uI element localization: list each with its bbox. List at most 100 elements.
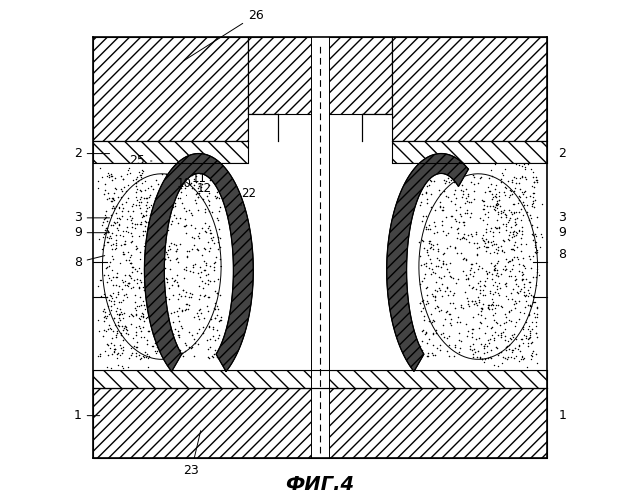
Point xyxy=(130,304,140,312)
Point xyxy=(415,299,425,307)
Point xyxy=(504,344,514,352)
Point xyxy=(442,265,452,273)
Point xyxy=(421,223,431,231)
Point xyxy=(516,285,527,293)
Point xyxy=(508,174,518,182)
Point xyxy=(501,222,511,230)
Point xyxy=(210,346,220,354)
Point xyxy=(109,300,120,308)
Point xyxy=(181,229,191,237)
Point xyxy=(93,282,103,290)
Point xyxy=(504,236,515,244)
Point xyxy=(506,306,516,314)
Point xyxy=(518,254,529,262)
Point xyxy=(452,249,462,257)
Point xyxy=(156,348,166,356)
Point xyxy=(156,329,166,337)
Point xyxy=(172,246,182,254)
Point xyxy=(520,303,531,311)
Point xyxy=(422,199,432,207)
Point xyxy=(158,208,168,216)
Point xyxy=(418,296,428,304)
Point xyxy=(114,311,124,319)
Point xyxy=(532,246,542,254)
Point xyxy=(480,210,490,218)
Point xyxy=(113,226,124,234)
Point xyxy=(421,330,431,338)
Point xyxy=(502,295,513,303)
Point xyxy=(414,238,424,246)
Point xyxy=(110,174,120,182)
Point xyxy=(99,305,109,313)
Point xyxy=(481,314,491,322)
Point xyxy=(167,274,177,282)
Point xyxy=(214,203,225,211)
Point xyxy=(99,241,109,249)
Point xyxy=(191,330,202,338)
Point xyxy=(479,344,489,352)
Point xyxy=(134,314,144,322)
Point xyxy=(141,230,152,237)
Point xyxy=(98,332,108,340)
Point xyxy=(118,232,129,240)
Point xyxy=(115,304,125,312)
Point xyxy=(134,264,144,272)
Point xyxy=(210,314,220,322)
Point xyxy=(476,340,486,348)
Point xyxy=(193,192,204,200)
Point xyxy=(508,262,518,270)
Point xyxy=(528,196,538,204)
Point xyxy=(507,234,517,241)
Point xyxy=(506,316,516,324)
Point xyxy=(147,342,157,350)
Point xyxy=(439,249,449,257)
Point xyxy=(442,347,452,355)
Point xyxy=(148,332,159,340)
Point xyxy=(143,363,153,371)
Point xyxy=(156,188,166,196)
Point xyxy=(128,263,138,271)
Point xyxy=(143,327,154,335)
Point xyxy=(199,314,209,322)
Bar xyxy=(325,164,547,370)
Point xyxy=(158,313,168,321)
Point xyxy=(148,184,158,192)
Point xyxy=(463,190,473,198)
Point xyxy=(518,270,528,278)
Point xyxy=(496,242,506,250)
Point xyxy=(184,206,194,214)
Point xyxy=(498,172,508,179)
Point xyxy=(107,266,117,274)
Point xyxy=(459,170,469,178)
Point xyxy=(101,327,111,335)
Point xyxy=(493,272,503,280)
Point xyxy=(489,262,499,270)
Point xyxy=(465,260,476,268)
Point xyxy=(499,319,509,327)
Point xyxy=(438,260,448,268)
Point xyxy=(207,352,218,360)
Point xyxy=(102,226,112,234)
Point xyxy=(105,291,115,299)
Point xyxy=(422,298,432,306)
Point xyxy=(523,336,533,344)
Point xyxy=(111,244,121,252)
Point xyxy=(419,304,429,312)
Point xyxy=(122,170,132,178)
Point xyxy=(187,233,197,241)
Point xyxy=(430,269,440,277)
Point xyxy=(514,192,524,200)
Point xyxy=(415,252,426,260)
Point xyxy=(503,338,513,345)
Point xyxy=(497,304,507,312)
Point xyxy=(108,294,118,302)
Point xyxy=(471,299,481,307)
Point xyxy=(134,351,144,359)
Point xyxy=(491,193,501,201)
Point xyxy=(513,296,524,304)
Point xyxy=(106,222,116,230)
Point xyxy=(152,343,162,351)
Point xyxy=(445,242,455,250)
Point xyxy=(421,259,431,267)
Point xyxy=(521,240,531,248)
